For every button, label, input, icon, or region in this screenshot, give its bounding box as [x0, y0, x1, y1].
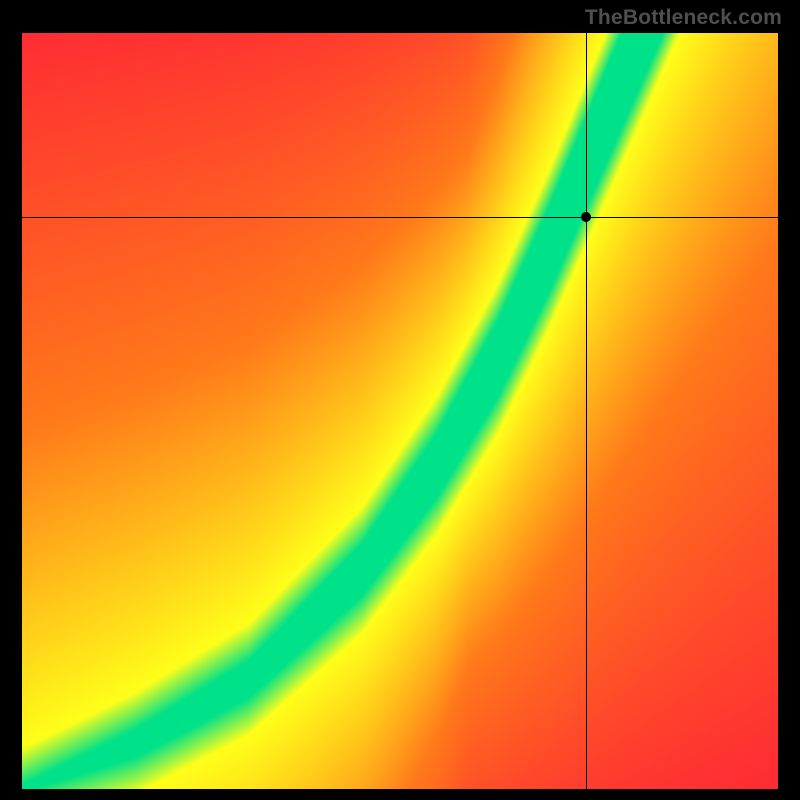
plot-area	[22, 33, 778, 789]
crosshair-horizontal	[22, 217, 778, 218]
crosshair-vertical	[586, 33, 587, 789]
bottleneck-marker-dot	[581, 212, 591, 222]
watermark-text: TheBottleneck.com	[585, 6, 782, 30]
chart-container: TheBottleneck.com	[0, 0, 800, 800]
heatmap-canvas	[22, 33, 778, 789]
